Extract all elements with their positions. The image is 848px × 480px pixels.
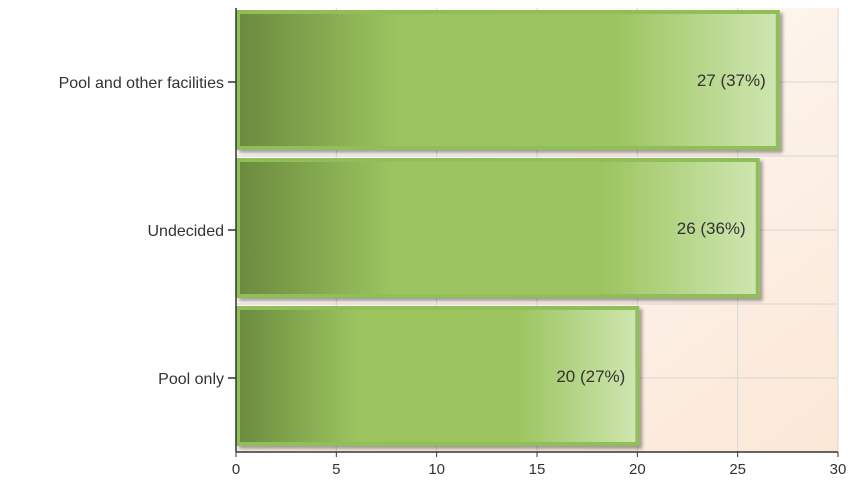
category-label: Undecided <box>148 223 225 240</box>
x-tick-label: 10 <box>428 461 445 478</box>
x-tick-label: 20 <box>629 461 646 478</box>
labels: 0 5 10 15 20 25 30 27 (37%) Pool and other facil… <box>59 71 847 478</box>
x-tick-label: 25 <box>729 461 746 478</box>
category-label: Pool only <box>158 371 224 388</box>
x-tick-label: 30 <box>830 461 847 478</box>
bar[interactable] <box>236 306 640 446</box>
bars <box>236 10 780 446</box>
x-tick-label: 0 <box>232 461 240 478</box>
bar-data-label: 20 (27%) <box>556 367 625 386</box>
x-tick-label: 5 <box>332 461 340 478</box>
x-tick-label: 15 <box>529 461 546 478</box>
category-label: Pool and other facilities <box>59 75 224 92</box>
axes <box>228 8 839 457</box>
bar-data-label: 27 (37%) <box>697 71 766 90</box>
bar-data-label: 26 (36%) <box>677 219 746 238</box>
bar[interactable] <box>236 10 780 150</box>
bar[interactable] <box>236 158 760 298</box>
